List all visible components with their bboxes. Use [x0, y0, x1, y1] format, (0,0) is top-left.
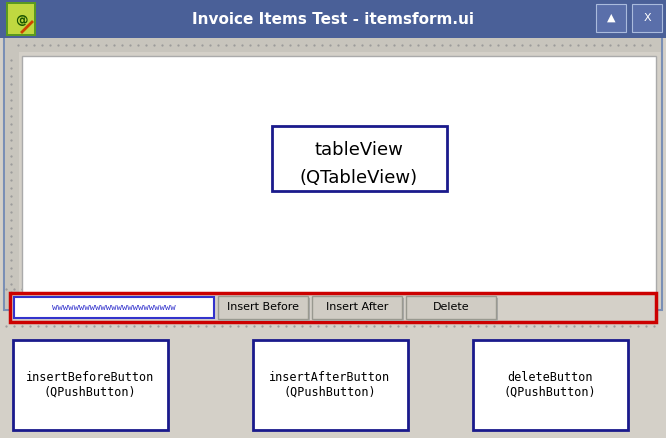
Text: @: @	[15, 14, 27, 28]
Text: Insert Before: Insert Before	[227, 303, 299, 312]
Text: deleteButton
(QPushButton): deleteButton (QPushButton)	[503, 371, 596, 399]
Bar	[272, 126, 446, 191]
Text: tableView: tableView	[314, 141, 404, 159]
Text: ▲: ▲	[607, 13, 615, 23]
Bar	[5, 38, 661, 52]
Text: Insert After: Insert After	[326, 303, 388, 312]
Bar	[13, 340, 168, 430]
Bar	[596, 4, 626, 32]
Text: insertAfterButton
(QPushButton): insertAfterButton (QPushButton)	[270, 371, 390, 399]
Bar	[5, 52, 19, 309]
Bar	[632, 4, 662, 32]
Text: insertBeforeButton
(QPushButton): insertBeforeButton (QPushButton)	[26, 371, 154, 399]
Bar	[8, 4, 34, 34]
Bar	[312, 296, 402, 319]
Bar	[6, 2, 36, 36]
Text: X: X	[643, 13, 651, 23]
Text: (QTableView): (QTableView)	[300, 169, 418, 187]
Bar	[0, 0, 666, 38]
Bar	[4, 38, 662, 310]
Bar	[472, 340, 627, 430]
Bar	[14, 297, 214, 318]
Bar	[22, 56, 656, 300]
Bar	[220, 298, 310, 321]
Bar	[10, 293, 656, 322]
Bar	[408, 298, 498, 321]
Bar	[218, 296, 308, 319]
Text: Invoice Items Test - itemsform.ui: Invoice Items Test - itemsform.ui	[192, 11, 474, 27]
Text: wwwwwwwwwwwwwwwwwwwwwww: wwwwwwwwwwwwwwwwwwwwwww	[52, 303, 176, 312]
Bar	[314, 298, 404, 321]
Text: Delete: Delete	[433, 303, 470, 312]
Bar	[406, 296, 496, 319]
Bar	[252, 340, 408, 430]
